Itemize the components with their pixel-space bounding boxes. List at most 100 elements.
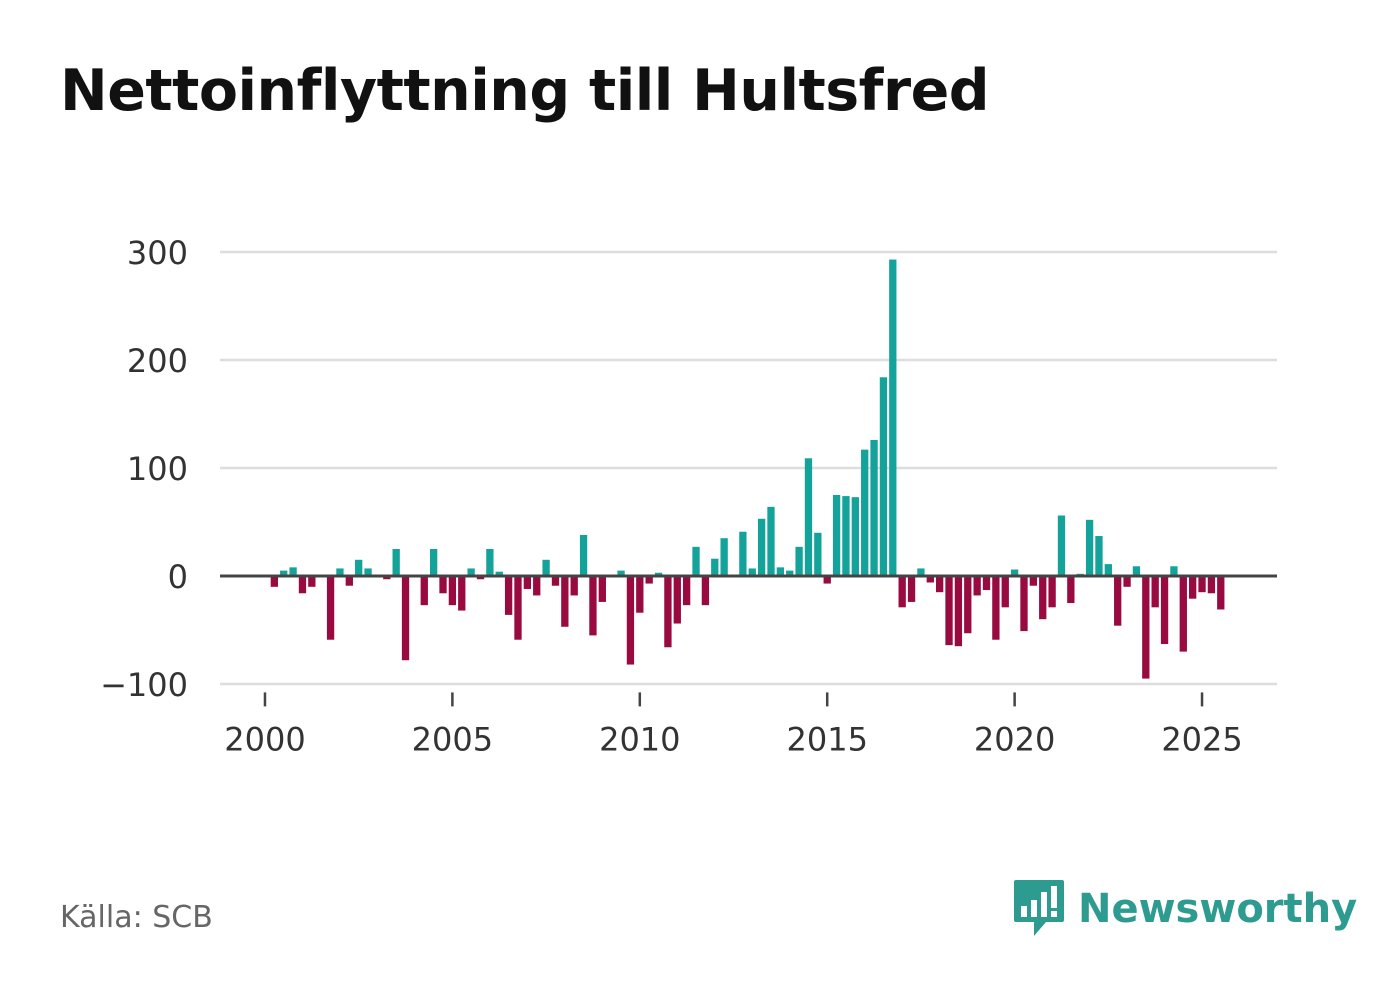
bar [504, 576, 513, 615]
bar [448, 576, 457, 606]
bar [589, 576, 597, 636]
bar [673, 576, 681, 624]
bar [514, 576, 522, 640]
bar [1020, 576, 1028, 632]
bar [926, 576, 934, 583]
bar [1001, 576, 1009, 608]
bar-chart: 300 200 100 0 −100 2000 2005 2010 2015 2020 2025 [100, 234, 1277, 758]
bar [842, 496, 850, 576]
bar [636, 576, 644, 613]
bar [429, 549, 438, 576]
bar [570, 576, 578, 596]
y-tick-label: −100 [100, 666, 188, 704]
bar [551, 576, 560, 586]
bar [701, 576, 710, 606]
brand-logo[interactable]: Newsworthy [1012, 878, 1357, 940]
bar [1132, 566, 1141, 576]
bar [523, 576, 532, 589]
bar [1048, 576, 1056, 608]
bar [1095, 536, 1103, 576]
x-tick-label: 2010 [599, 720, 680, 758]
bar [1198, 576, 1206, 593]
bar [495, 571, 503, 576]
bar [476, 576, 485, 580]
bar [682, 576, 691, 606]
bar [879, 377, 888, 576]
bar [664, 576, 672, 648]
bar [1085, 519, 1094, 576]
bar [1029, 576, 1038, 586]
bar [1039, 576, 1047, 620]
bar [748, 568, 756, 576]
bar-chart-bubble-icon [1014, 880, 1064, 936]
bar [1114, 576, 1122, 626]
bar [757, 518, 766, 576]
bar [776, 567, 785, 576]
y-tick-label: 100 [127, 450, 188, 488]
bar [401, 576, 410, 661]
bar [870, 439, 878, 576]
bar [982, 576, 991, 591]
bar [626, 576, 635, 665]
y-tick-label: 300 [127, 234, 188, 272]
x-tick-label: 2025 [1161, 720, 1242, 758]
bar [739, 531, 747, 576]
y-tick-label: 0 [168, 558, 188, 596]
bar [1217, 576, 1225, 610]
x-tick-label: 2000 [224, 720, 305, 758]
bar [345, 576, 353, 586]
bar [964, 576, 972, 634]
bar [617, 570, 625, 576]
brand-name: Newsworthy [1078, 886, 1358, 932]
y-tick-label: 200 [127, 342, 188, 380]
bar [336, 568, 344, 576]
x-axis-ticks: 2000 2005 2010 2015 2020 2025 [224, 692, 1243, 758]
bar [1179, 576, 1187, 652]
bar [308, 576, 316, 587]
bar [786, 570, 794, 576]
bar [1067, 576, 1075, 603]
bar [832, 495, 841, 576]
grid-lines [220, 250, 1277, 686]
bar [936, 576, 944, 593]
bar [804, 458, 813, 576]
bar [889, 259, 897, 576]
x-tick-label: 2020 [974, 720, 1055, 758]
chart-title: Nettoinflyttning till Hultsfred [60, 58, 990, 124]
bar [1160, 576, 1169, 645]
bars [270, 259, 1225, 679]
bar [392, 549, 400, 576]
bar [364, 568, 372, 576]
bar [767, 506, 775, 576]
bar [289, 567, 297, 576]
bar [945, 576, 953, 646]
bar [973, 576, 981, 596]
bar [1189, 576, 1197, 599]
bar [795, 546, 803, 576]
bar [383, 576, 391, 580]
bar [851, 497, 859, 576]
bar [1151, 576, 1159, 608]
bar [1207, 576, 1216, 594]
bar [1123, 576, 1131, 587]
bar [598, 576, 606, 602]
bar [579, 534, 588, 576]
bar [439, 576, 447, 594]
bar [1104, 564, 1112, 576]
bar [280, 570, 288, 576]
bar [542, 559, 550, 576]
bar [270, 576, 279, 587]
bar [1057, 515, 1066, 576]
bar [907, 576, 916, 602]
y-axis-ticks: 300 200 100 0 −100 [100, 234, 188, 704]
bar [486, 549, 494, 576]
x-tick-label: 2015 [786, 720, 867, 758]
bar [420, 576, 428, 606]
bar [1170, 566, 1178, 576]
bar [814, 532, 822, 576]
bar [355, 559, 363, 576]
source-label: Källa: SCB [60, 900, 213, 935]
bar [711, 558, 719, 576]
bar [467, 568, 475, 576]
bar [954, 576, 963, 647]
